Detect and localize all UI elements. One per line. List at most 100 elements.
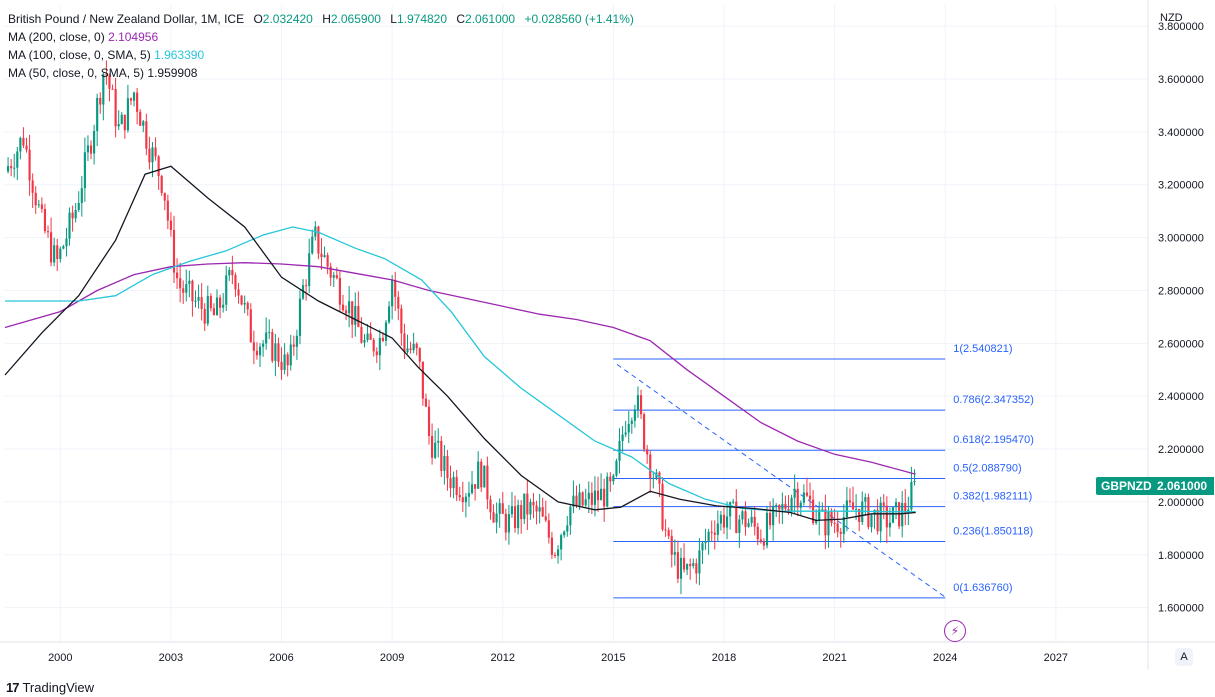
candle-body [378,337,381,356]
axis-tick-labels: 3.800000 3.600000 3.400000 3.200000 3.000000… [48,21,1204,664]
candle-body [781,503,784,510]
candle-body [25,145,28,150]
candle-body [553,554,557,556]
ma100-value: 1.963390 [154,48,205,62]
candle-body [741,511,744,520]
candle-body [10,166,13,169]
candlesticks [6,60,916,595]
candle-body [784,503,787,509]
candle-body [329,266,332,278]
candle-body [799,502,802,508]
candle-body [596,490,600,501]
candle-body [157,156,160,176]
candle-body [652,477,655,479]
legend-ma200[interactable]: MA (200, close, 0) 2.104956 [8,28,634,46]
y-tick-label: 1.600000 [1158,603,1204,615]
y-tick-label: 3.600000 [1158,74,1204,86]
ma100-line [5,226,916,513]
candle-body [28,149,31,181]
candle-body [802,492,805,503]
y-tick-label: 3.000000 [1158,233,1204,245]
x-tick-label: 2006 [269,652,293,664]
candle-body [295,335,298,347]
candle-body [188,280,191,285]
candle-body [105,74,108,76]
candle-body [455,477,458,496]
x-tick-label: 2021 [822,652,846,664]
candle-body [827,511,830,536]
candle-body [387,306,391,323]
candle-body [486,465,489,500]
candle-body [467,493,471,497]
candle-body [538,507,541,512]
legend-ma100[interactable]: MA (100, close, 0, SMA, 5) 1.963390 [8,46,634,64]
candle-body [99,97,102,105]
candle-body [289,344,292,366]
candle-body [163,193,166,201]
x-tick-label: 2024 [933,652,957,664]
candle-body [738,519,741,533]
candle-body [750,516,753,524]
candle-body [636,395,640,410]
candle-body [22,137,25,146]
fibonacci-retracement[interactable]: 1(2.540821) 0.786(2.347352) 0.618(2.195470… [613,343,1034,599]
candle-body [74,209,77,219]
candle-body [142,121,145,126]
candle-body [722,514,726,528]
candle-body [836,523,839,532]
candle-body [111,88,114,90]
candle-body [867,497,870,528]
candle-body [701,543,704,551]
symbol-price-tag: GBPNZD [1096,477,1157,495]
legend-ma50[interactable]: MA (50, close, 0, SMA, 5) 1.959908 [8,64,634,82]
ma200-label: MA (200, close, 0) [8,30,105,44]
candle-body [765,512,769,546]
candle-body [744,511,747,527]
candle-body [446,455,449,479]
candle-body [185,284,188,293]
candle-body [53,245,56,263]
candle-body [692,563,695,567]
candle-body [139,111,142,126]
candle-body [587,492,590,500]
candle-body [421,361,424,399]
y-tick-label: 2.800000 [1158,285,1204,297]
symbol-title[interactable]: British Pound / New Zealand Dollar, 1M, … [8,12,245,26]
candle-body [495,513,498,523]
candle-body [108,75,111,89]
candle-body [833,522,836,524]
candle-body [56,245,59,260]
candle-body [366,333,369,340]
candle-body [894,502,898,508]
candle-body [381,337,385,341]
candle-body [437,440,440,443]
candle-body [609,476,612,482]
auto-scale-button[interactable]: A [1175,648,1193,666]
candle-body [550,537,553,555]
candle-body [821,509,824,511]
candle-body [544,516,547,521]
candle-body [848,500,852,503]
candle-body [603,488,606,507]
candle-body [756,526,759,540]
candle-body [262,343,265,347]
ma50-value: 1.959908 [147,66,198,80]
tradingview-brand[interactable]: 17 TradingView [6,680,94,695]
lightning-icon[interactable]: ⚡ [944,620,966,642]
candle-body [547,520,550,538]
candle-body [864,497,867,502]
candle-body [793,488,796,498]
candle-body [710,531,713,533]
candle-body [891,507,895,523]
candle-body [913,481,916,483]
candle-body [707,531,710,542]
candle-body [136,92,139,112]
candle-body [778,505,781,510]
candle-body [876,509,879,532]
candle-body [243,302,246,305]
candle-body [19,137,22,152]
candle-body [351,301,354,325]
candle-body [280,361,283,370]
candle-body [575,495,578,506]
